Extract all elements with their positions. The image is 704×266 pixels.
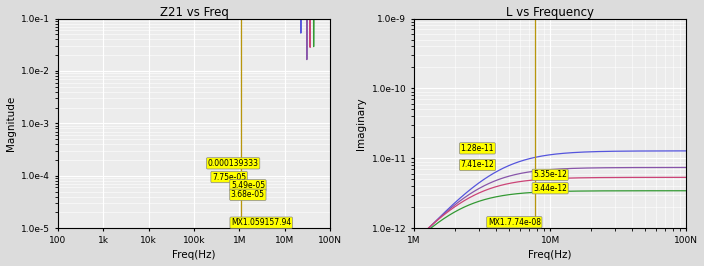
Text: 0.000139333: 0.000139333 [208, 159, 258, 168]
Title: Z21 vs Freq: Z21 vs Freq [160, 6, 228, 19]
Text: 1.28e-11: 1.28e-11 [460, 144, 494, 153]
Text: 5.35e-12: 5.35e-12 [533, 170, 567, 179]
Y-axis label: Magnitude: Magnitude [6, 96, 15, 151]
Text: 3.68e-05: 3.68e-05 [231, 190, 265, 199]
X-axis label: Freq(Hz): Freq(Hz) [172, 251, 215, 260]
Text: MX1.059157.94: MX1.059157.94 [231, 218, 291, 227]
Text: 7.75e-05: 7.75e-05 [212, 173, 246, 181]
Text: 7.41e-12: 7.41e-12 [460, 160, 494, 169]
Text: MX1.7.74e-08: MX1.7.74e-08 [488, 218, 541, 227]
X-axis label: Freq(Hz): Freq(Hz) [529, 251, 572, 260]
Title: L vs Frequency: L vs Frequency [506, 6, 594, 19]
Text: 3.44e-12: 3.44e-12 [533, 184, 567, 193]
Y-axis label: Imaginary: Imaginary [356, 97, 366, 150]
Text: 5.49e-05: 5.49e-05 [231, 181, 265, 190]
